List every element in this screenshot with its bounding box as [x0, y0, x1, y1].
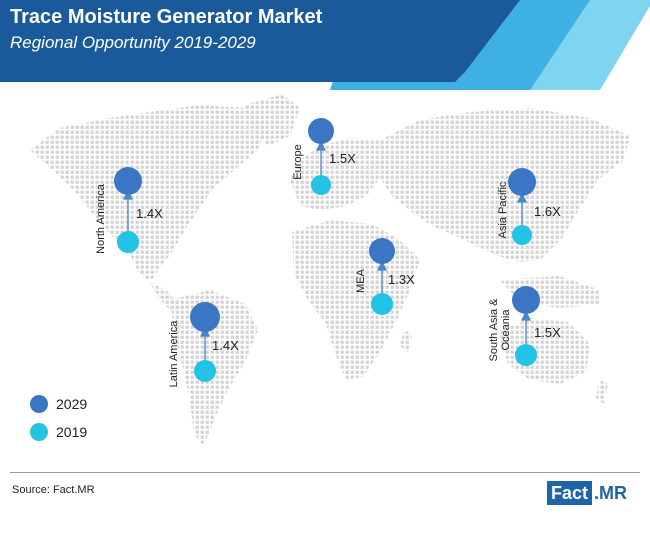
region-label-latin-america: Latin America [168, 320, 180, 388]
region-label-mea: MEA [355, 269, 367, 293]
page-subtitle: Regional Opportunity 2019-2029 [10, 33, 256, 52]
factmr-logo: Fact .MR [547, 481, 627, 505]
north-america-2019-circle [117, 231, 139, 253]
logo-mr: .MR [594, 483, 628, 503]
south-asia-oceania-2019-circle [515, 344, 537, 366]
north-america-2029-circle [114, 167, 142, 195]
europe-2029-circle [308, 118, 334, 144]
legend-2029-swatch [30, 395, 48, 413]
multiplier-north-america: 1.4X [136, 206, 163, 221]
legend-2019-label: 2019 [56, 424, 88, 440]
continents [30, 94, 630, 446]
region-label-asia-pacific: Asia Pacific [497, 181, 509, 239]
source-text: Source: Fact.MR [12, 484, 95, 496]
region-label-north-america: North America [95, 184, 107, 254]
mea-2019-circle [371, 293, 393, 315]
multiplier-mea: 1.3X [388, 272, 415, 287]
region-label-south-asia-oceania: South Asia & Oceania [488, 288, 512, 372]
circles-2029 [114, 118, 540, 332]
region-label-europe: Europe [292, 144, 304, 180]
asia-pacific-2029-circle [508, 168, 536, 196]
asia-pacific-2019-circle [512, 225, 532, 245]
legend-2029-label: 2029 [56, 396, 88, 412]
multiplier-south-asia-oceania: 1.5X [534, 325, 561, 340]
latin-america-2019-circle [194, 360, 216, 382]
header-banner [0, 0, 650, 90]
logo-fact: Fact [547, 481, 593, 505]
legend-2019-swatch [30, 423, 48, 441]
latin-america-2029-circle [190, 302, 220, 332]
footer-divider [10, 472, 640, 473]
region-label-south-asia-oceania-text: South Asia & Oceania [488, 298, 512, 362]
mea-2029-circle [369, 238, 395, 264]
multiplier-europe: 1.5X [329, 151, 356, 166]
south-asia-oceania-2029-circle [512, 286, 540, 314]
multiplier-asia-pacific: 1.6X [534, 204, 561, 219]
page-title: Trace Moisture Generator Market [10, 6, 323, 28]
multiplier-latin-america: 1.4X [212, 338, 239, 353]
circles-2019 [117, 175, 537, 382]
europe-2019-circle [311, 175, 331, 195]
